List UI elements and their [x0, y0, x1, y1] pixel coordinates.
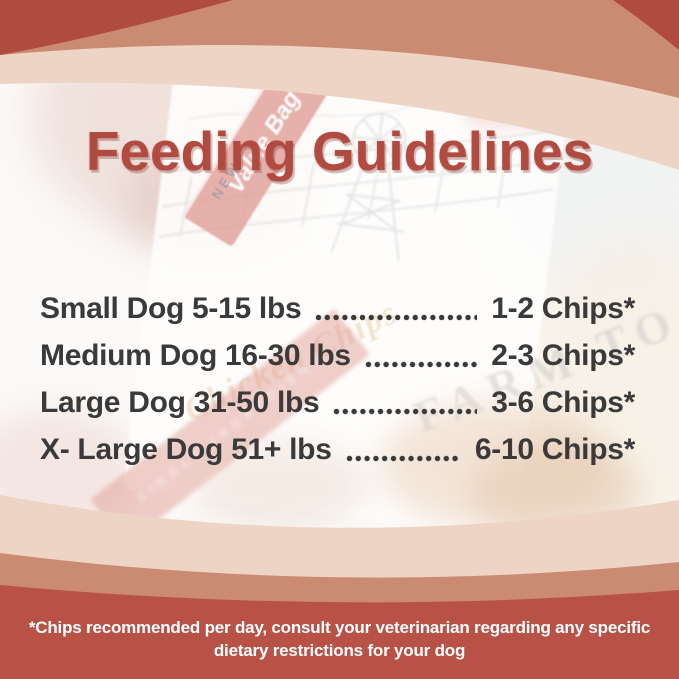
dot-leader [333, 408, 478, 415]
table-row: Small Dog 5-15 lbs 1-2 Chips* [40, 285, 635, 332]
dot-leader [345, 455, 461, 462]
footnote-line-1: *Chips recommended per day, consult your… [28, 618, 651, 637]
table-row: Large Dog 31-50 lbs 3-6 Chips* [40, 379, 635, 426]
page-title: Feeding Guidelines [85, 120, 594, 182]
row-value: 3-6 Chips* [491, 385, 635, 419]
table-row: Medium Dog 16-30 lbs 2-3 Chips* [40, 332, 635, 379]
row-value: 1-2 Chips* [491, 291, 635, 325]
feeding-table: Small Dog 5-15 lbs 1-2 Chips* Medium Dog… [40, 285, 635, 473]
row-label: X- Large Dog 51+ lbs [40, 432, 332, 466]
row-label: Large Dog 31-50 lbs [40, 385, 320, 419]
dot-leader [364, 361, 478, 368]
row-value: 6-10 Chips* [474, 432, 635, 466]
footnote-line-2: dietary restrictions for your dog [213, 641, 466, 660]
dot-leader [315, 314, 478, 321]
table-row: X- Large Dog 51+ lbs 6-10 Chips* [40, 426, 635, 473]
row-label: Small Dog 5-15 lbs [40, 291, 302, 325]
row-value: 2-3 Chips* [491, 338, 635, 372]
footnote: *Chips recommended per day, consult your… [0, 616, 679, 662]
row-label: Medium Dog 16-30 lbs [40, 338, 351, 372]
